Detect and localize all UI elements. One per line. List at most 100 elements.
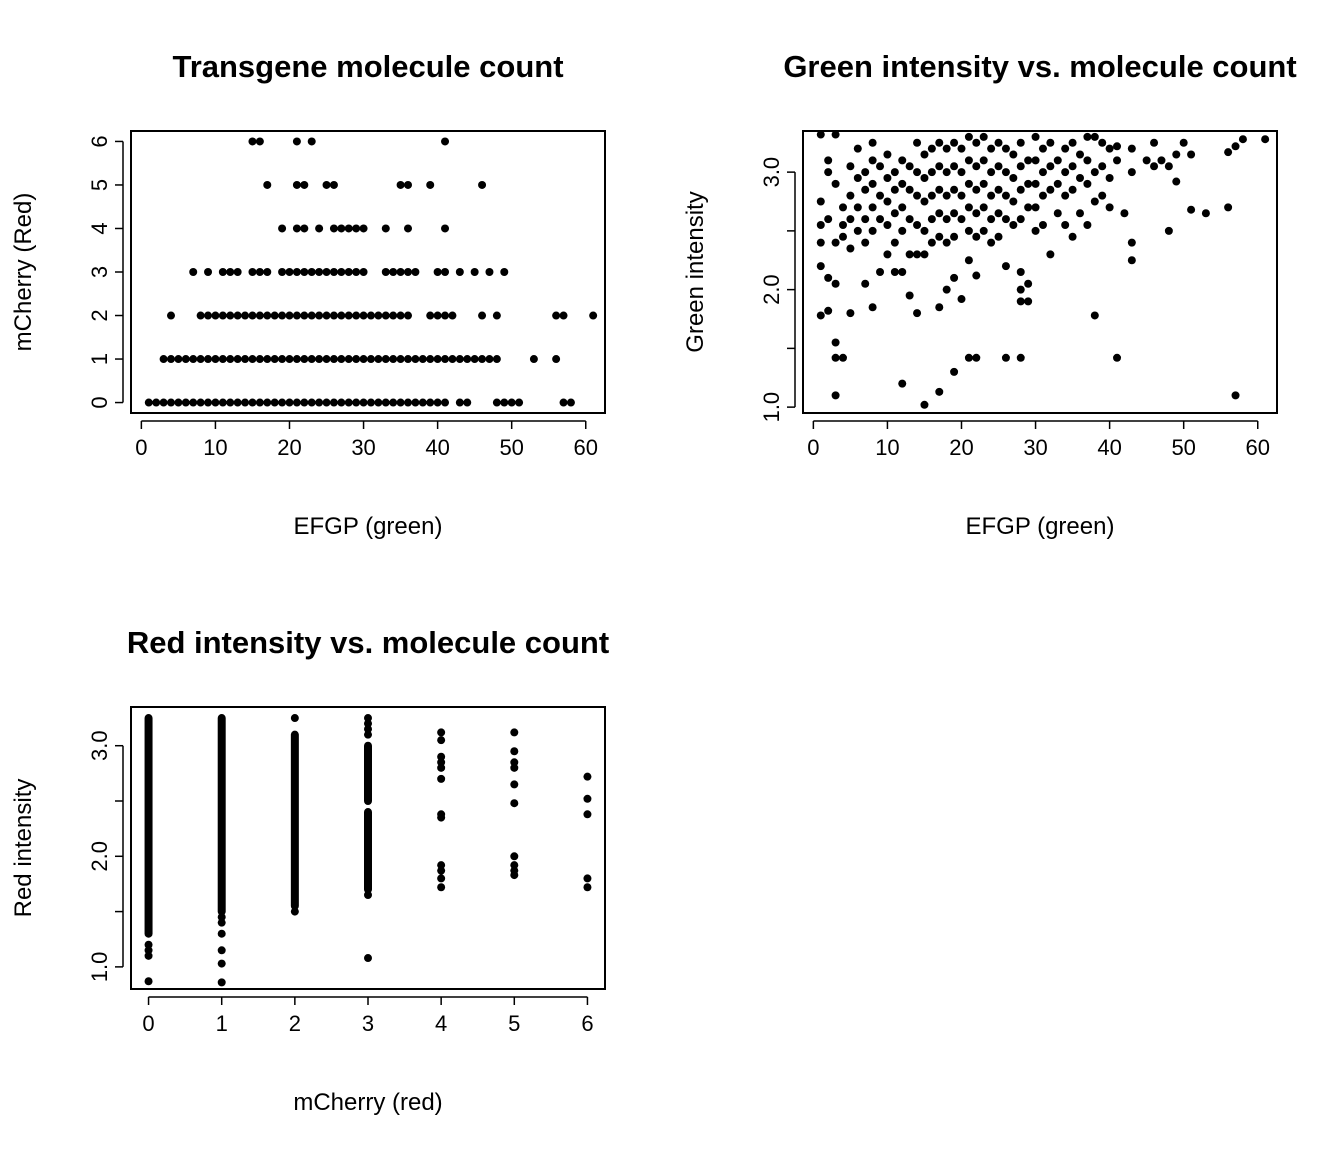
data-point — [1001, 168, 1010, 177]
data-point — [831, 338, 840, 347]
data-strip — [217, 714, 226, 916]
data-point — [144, 977, 153, 986]
data-point — [1053, 209, 1062, 218]
data-point — [1201, 209, 1210, 218]
data-point — [935, 303, 944, 312]
data-point — [913, 221, 922, 229]
data-point — [964, 226, 973, 235]
data-point — [868, 203, 877, 212]
data-point — [816, 262, 825, 271]
data-point — [315, 224, 324, 233]
data-point — [868, 303, 877, 312]
data-point — [559, 398, 568, 407]
data-point — [1046, 185, 1055, 194]
data-point — [189, 355, 198, 364]
data-point — [359, 311, 368, 320]
x-tick-label: 40 — [1097, 435, 1121, 460]
data-point — [935, 185, 944, 194]
data-point — [226, 311, 235, 320]
data-point — [846, 309, 855, 318]
data-point — [492, 355, 501, 364]
data-point — [204, 268, 213, 276]
data-point — [500, 268, 509, 276]
data-point — [307, 398, 316, 407]
data-point — [1038, 144, 1047, 153]
data-point — [233, 268, 242, 276]
data-point — [816, 311, 825, 320]
data-point — [248, 398, 257, 407]
data-point — [292, 180, 301, 189]
y-tick-label: 3.0 — [87, 730, 112, 761]
data-point — [964, 256, 973, 265]
data-point — [217, 913, 226, 922]
data-point — [329, 311, 338, 320]
data-point — [1090, 168, 1099, 177]
data-point — [315, 311, 324, 320]
panel-transgene-molecule-count: Transgene molecule count EFGP (green) mC… — [10, 49, 606, 540]
data-point — [1061, 168, 1070, 177]
data-point — [510, 758, 519, 767]
data-point — [329, 224, 338, 233]
data-point — [972, 162, 981, 171]
data-point — [920, 400, 929, 409]
data-point — [838, 232, 847, 241]
data-point — [285, 311, 294, 320]
data-point — [935, 387, 944, 396]
data-point — [285, 398, 294, 407]
y-tick-label: 3.0 — [759, 157, 784, 188]
data-point — [935, 209, 944, 218]
data-point — [824, 273, 833, 282]
data-point — [374, 355, 383, 364]
data-point — [441, 355, 450, 364]
data-point — [831, 130, 840, 139]
data-point — [181, 355, 190, 364]
data-point — [196, 355, 205, 364]
data-point — [255, 268, 264, 276]
axes: 0 1 2 3 4 5 6 1.0 2.0 3.0 — [87, 730, 594, 1036]
data-point — [1150, 162, 1159, 171]
data-point — [248, 311, 257, 320]
data-point — [1083, 221, 1092, 229]
data-point — [957, 191, 966, 200]
data-point — [204, 398, 213, 407]
data-point — [374, 311, 383, 320]
data-point — [942, 144, 951, 153]
data-point — [1083, 179, 1092, 188]
data-point — [898, 226, 907, 235]
data-point — [1187, 150, 1196, 159]
data-point — [861, 185, 870, 194]
data-point — [935, 232, 944, 241]
data-point — [381, 311, 390, 320]
data-point — [396, 268, 405, 276]
y-tick-label: 6 — [87, 135, 112, 147]
data-point — [529, 355, 538, 364]
data-point — [217, 946, 226, 955]
data-point — [876, 162, 885, 171]
data-point — [181, 398, 190, 407]
x-tick-label: 60 — [1246, 435, 1270, 460]
data-point — [300, 398, 309, 407]
data-point — [437, 813, 446, 822]
data-point — [322, 355, 331, 364]
data-point — [263, 268, 272, 276]
y-tick-label: 2 — [87, 309, 112, 321]
data-point — [359, 224, 368, 233]
data-point — [217, 978, 226, 987]
data-point — [285, 268, 294, 276]
data-point — [290, 714, 299, 723]
data-point — [292, 137, 301, 146]
data-point — [278, 398, 287, 407]
data-point — [1127, 144, 1136, 153]
data-point — [1016, 268, 1025, 276]
data-point — [255, 137, 264, 146]
data-point — [418, 398, 427, 407]
data-point — [964, 132, 973, 141]
data-point — [364, 719, 372, 728]
data-point — [315, 268, 324, 276]
data-point — [389, 268, 398, 276]
data-point — [1016, 215, 1025, 224]
data-point — [1061, 191, 1070, 200]
data-point — [890, 209, 899, 218]
data-point — [255, 398, 264, 407]
data-strip — [144, 714, 153, 938]
